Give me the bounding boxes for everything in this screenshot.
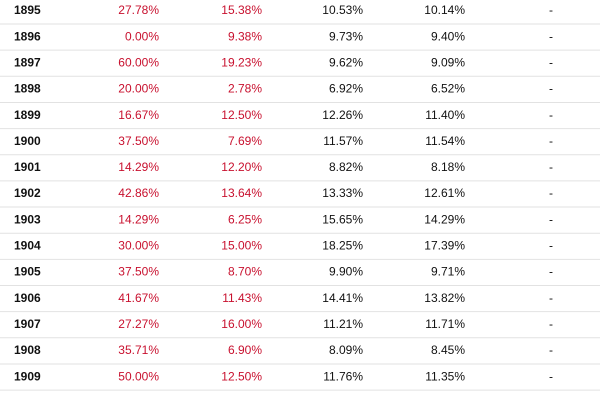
percent-cell: 8.45% [431, 343, 465, 357]
percent-cell: 9.73% [329, 29, 363, 43]
percent-cell: 6.52% [431, 82, 465, 96]
percent-cell: 8.82% [329, 160, 363, 174]
return-cell: 7.69% [228, 134, 262, 148]
return-cell: 27.27% [118, 317, 159, 331]
year-cell: 1897 [14, 55, 41, 69]
return-cell: 41.67% [118, 291, 159, 305]
return-cell: 12.50% [221, 369, 262, 383]
empty-cell: - [549, 343, 553, 357]
percent-cell: 9.62% [329, 55, 363, 69]
year-cell: 1896 [14, 29, 41, 43]
empty-cell: - [549, 82, 553, 96]
return-cell: 35.71% [118, 343, 159, 357]
return-cell: 37.50% [118, 265, 159, 279]
year-cell: 1898 [14, 82, 41, 96]
return-cell: 15.38% [221, 3, 262, 17]
return-cell: 12.50% [221, 108, 262, 122]
percent-cell: 11.57% [323, 134, 363, 148]
return-cell: 50.00% [118, 369, 159, 383]
percent-cell: 12.26% [322, 108, 363, 122]
return-cell: 15.00% [221, 239, 262, 253]
year-cell: 1906 [14, 291, 41, 305]
return-cell: 30.00% [118, 239, 159, 253]
percent-cell: 13.82% [424, 291, 465, 305]
year-cell: 1902 [14, 186, 41, 200]
empty-cell: - [549, 108, 553, 122]
year-cell: 1905 [14, 265, 41, 279]
year-cell: 1904 [14, 239, 41, 253]
empty-cell: - [549, 369, 553, 383]
empty-cell: - [549, 212, 553, 226]
year-cell: 1908 [14, 343, 41, 357]
return-cell: 9.38% [228, 29, 262, 43]
return-cell: 0.00% [125, 29, 159, 43]
empty-cell: - [549, 134, 553, 148]
year-cell: 1895 [14, 3, 41, 17]
empty-cell: - [549, 317, 553, 331]
percent-cell: 9.09% [431, 55, 465, 69]
year-cell: 1909 [14, 369, 41, 383]
percent-cell: 10.14% [424, 3, 465, 17]
percent-cell: 13.33% [322, 186, 363, 200]
percent-cell: 9.71% [431, 265, 465, 279]
percent-cell: 11.71% [425, 317, 465, 331]
percent-cell: 8.09% [329, 343, 363, 357]
percent-cell: 8.18% [431, 160, 465, 174]
return-cell: 16.00% [221, 317, 262, 331]
percent-cell: 14.29% [424, 212, 465, 226]
return-cell: 12.20% [221, 160, 262, 174]
return-cell: 42.86% [118, 186, 159, 200]
return-cell: 19.23% [221, 55, 262, 69]
return-cell: 60.00% [118, 55, 159, 69]
percent-cell: 11.76% [323, 369, 363, 383]
return-cell: 13.64% [221, 186, 262, 200]
empty-cell: - [549, 291, 553, 305]
return-cell: 8.70% [228, 265, 262, 279]
percent-cell: 11.54% [425, 134, 465, 148]
percent-cell: 11.21% [323, 317, 363, 331]
percent-cell: 10.53% [322, 3, 363, 17]
return-cell: 27.78% [118, 3, 159, 17]
return-cell: 16.67% [118, 108, 159, 122]
year-cell: 1899 [14, 108, 41, 122]
percent-cell: 11.35% [425, 369, 465, 383]
empty-cell: - [549, 186, 553, 200]
return-cell: 14.29% [118, 160, 159, 174]
percent-cell: 15.65% [322, 212, 363, 226]
empty-cell: - [549, 55, 553, 69]
year-cell: 1907 [14, 317, 41, 331]
empty-cell: - [549, 265, 553, 279]
percent-cell: 12.61% [424, 186, 465, 200]
percent-cell: 6.92% [329, 82, 363, 96]
return-cell: 14.29% [118, 212, 159, 226]
return-cell: 6.25% [228, 212, 262, 226]
percent-cell: 9.40% [431, 29, 465, 43]
return-cell: 2.78% [228, 82, 262, 96]
year-cell: 1900 [14, 134, 41, 148]
return-cell: 20.00% [118, 82, 159, 96]
empty-cell: - [549, 29, 553, 43]
empty-cell: - [549, 160, 553, 174]
year-cell: 1901 [14, 160, 41, 174]
return-cell: 37.50% [118, 134, 159, 148]
return-cell: 11.43% [222, 291, 262, 305]
percent-cell: 9.90% [329, 265, 363, 279]
return-cell: 6.90% [228, 343, 262, 357]
percent-cell: 17.39% [424, 239, 465, 253]
percent-cell: 11.40% [425, 108, 465, 122]
percent-cell: 18.25% [322, 239, 363, 253]
empty-cell: - [549, 239, 553, 253]
empty-cell: - [549, 3, 553, 17]
percent-cell: 14.41% [322, 291, 363, 305]
year-cell: 1903 [14, 212, 41, 226]
